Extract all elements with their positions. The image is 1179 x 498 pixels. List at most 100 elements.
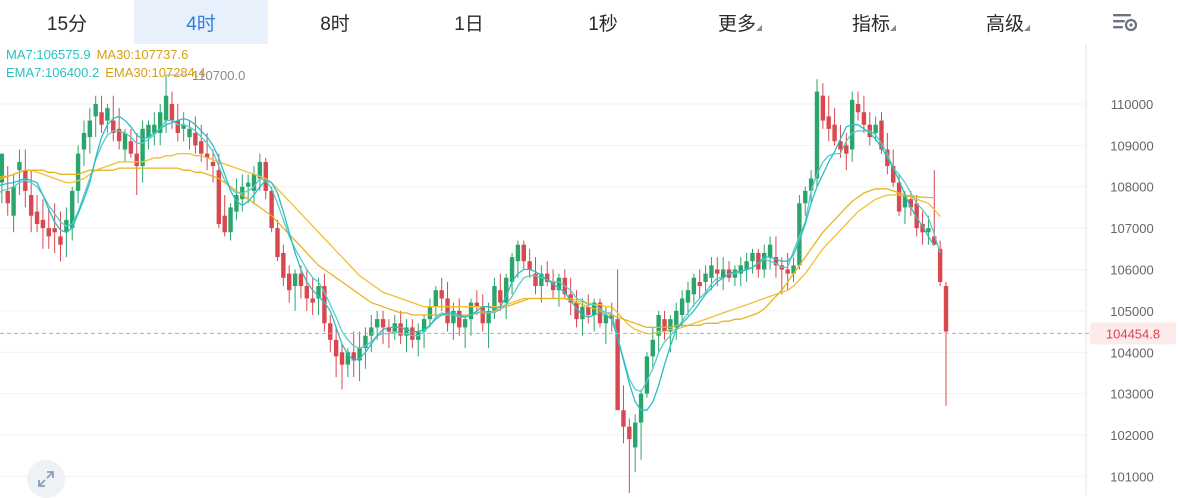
y-tick-label: 106000 (1110, 263, 1153, 278)
candle-body (785, 269, 790, 274)
candle-body (668, 319, 673, 332)
candle-body (234, 195, 239, 212)
candle-body (674, 310, 679, 328)
candle-body (586, 306, 591, 316)
timeframe-tab-bar: 15分 4时 8时 1日 1秒 更多 指标 高级 (0, 0, 1179, 44)
ema7-legend-value: EMA7:106400.2 (6, 65, 100, 80)
candle-body (832, 124, 837, 142)
candle-body (122, 132, 128, 150)
candle-body (257, 161, 263, 179)
candle-body (914, 203, 919, 229)
candle-body (627, 426, 632, 440)
candle-body (902, 195, 908, 208)
candle-body (814, 91, 820, 179)
tab-advanced[interactable]: 高级 (938, 0, 1072, 44)
candle-body (486, 310, 491, 324)
tab-label: 8时 (320, 13, 350, 35)
candle-body (621, 410, 626, 427)
dropdown-indicator-icon (756, 25, 762, 31)
candle-body (609, 315, 614, 320)
y-tick-label: 102000 (1110, 428, 1153, 443)
candle-body (281, 252, 286, 278)
candle-body (632, 422, 638, 448)
chart-settings-icon (1113, 14, 1138, 32)
candle-body (298, 273, 304, 287)
candle-body (181, 124, 186, 129)
tab-indicators[interactable]: 指标 (804, 0, 938, 44)
candle-body (539, 273, 544, 287)
candle-body (844, 145, 849, 154)
candle-body (34, 211, 40, 224)
candle-body (304, 286, 310, 299)
ma7-line (0, 115, 935, 411)
dropdown-indicator-icon (890, 25, 896, 31)
dropdown-indicator-icon (1024, 25, 1030, 31)
current-price-label: 104454.8 (1106, 326, 1160, 341)
candle-body (791, 265, 796, 274)
candle-body (404, 327, 409, 336)
candle-body (615, 319, 620, 411)
candle-body (398, 323, 403, 336)
candle-body (28, 195, 34, 216)
candle-body (861, 112, 867, 125)
candle-body (75, 153, 81, 191)
candle-body (345, 352, 351, 365)
tab-4h[interactable]: 4时 (134, 0, 268, 44)
candle-body (357, 348, 362, 361)
candle-body (328, 323, 333, 340)
candle-body (556, 277, 562, 291)
candle-body (163, 95, 169, 121)
candle-body (603, 315, 609, 324)
y-tick-label: 101000 (1110, 469, 1153, 484)
candle-body (679, 298, 685, 316)
candle-body (269, 190, 274, 229)
candle-body (879, 120, 884, 150)
tab-more[interactable]: 更多 (670, 0, 804, 44)
candle-body (333, 339, 339, 357)
tab-8h[interactable]: 8时 (268, 0, 402, 44)
candle-body (767, 244, 773, 258)
candle-body (93, 103, 98, 117)
candle-body (152, 124, 157, 133)
candle-body (891, 166, 896, 183)
candle-body (128, 141, 134, 154)
candle-body (445, 298, 450, 324)
ema30-line (0, 152, 941, 335)
candle-body (662, 319, 667, 332)
candle-body (199, 141, 204, 154)
candle-body (580, 306, 585, 320)
candlestick-chart[interactable]: 110000 109000 108000 107000 106000 105000 1040… (0, 44, 1179, 495)
candle-body (545, 273, 550, 282)
candle-body (756, 252, 761, 270)
candle-body (70, 190, 75, 229)
candle-body (263, 161, 268, 191)
chart-settings-button[interactable] (1072, 0, 1178, 44)
expand-chart-button[interactable] (27, 460, 65, 498)
candle-body (245, 182, 251, 187)
candle-body (474, 302, 480, 307)
candle-body (169, 103, 175, 121)
candle-body (369, 327, 374, 336)
expand-icon (38, 471, 54, 487)
tab-1s[interactable]: 1秒 (536, 0, 670, 44)
candle-body (638, 393, 644, 423)
candle-body (750, 252, 755, 262)
candle-body (691, 277, 697, 295)
candle-body (105, 108, 110, 121)
candle-body (11, 186, 16, 216)
candle-body (0, 153, 5, 183)
candle-body (480, 306, 485, 324)
candle-body (797, 203, 802, 266)
candle-body (550, 281, 556, 291)
candle-body (116, 128, 122, 142)
ema-legend: EMA7:106400.2 EMA30:107284.4 (6, 65, 212, 80)
candle-body (380, 319, 386, 328)
candle-body (738, 265, 743, 274)
candle-body (222, 215, 227, 233)
candle-body (650, 339, 655, 357)
candle-body (509, 257, 515, 282)
tab-1d[interactable]: 1日 (402, 0, 536, 44)
tab-15min[interactable]: 15分 (0, 0, 134, 44)
tab-label: 4时 (186, 13, 216, 35)
candle-body (703, 273, 708, 282)
